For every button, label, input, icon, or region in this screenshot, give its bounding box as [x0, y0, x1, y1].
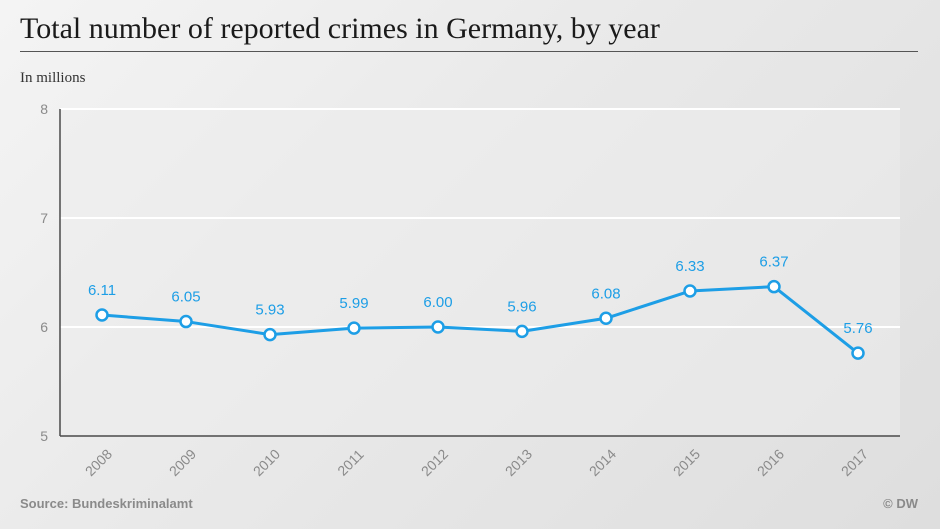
data-label: 5.99: [339, 295, 368, 312]
data-point-marker: [517, 326, 528, 337]
data-point-marker: [685, 286, 696, 297]
x-tick-label: 2012: [418, 446, 451, 479]
data-point-marker: [97, 310, 108, 321]
y-tick-label: 6: [40, 319, 48, 335]
data-label: 6.08: [591, 285, 620, 302]
data-label: 6.37: [759, 254, 788, 271]
y-tick-label: 7: [40, 210, 48, 226]
x-tick-label: 2008: [82, 446, 115, 479]
x-tick-label: 2016: [754, 446, 787, 479]
y-tick-label: 8: [40, 101, 48, 117]
data-point-marker: [769, 281, 780, 292]
x-tick-label: 2014: [586, 446, 619, 479]
plot-area: [60, 109, 900, 436]
data-point-marker: [265, 329, 276, 340]
x-tick-label: 2011: [334, 446, 367, 479]
x-tick-label: 2009: [166, 446, 199, 479]
data-point-marker: [853, 348, 864, 359]
data-label: 6.00: [423, 294, 452, 311]
data-point-marker: [433, 322, 444, 333]
x-tick-label: 2015: [670, 446, 703, 479]
data-label: 5.93: [255, 302, 284, 319]
data-label: 6.11: [88, 282, 116, 299]
x-tick-label: 2013: [502, 446, 535, 479]
data-label: 5.96: [507, 298, 536, 315]
data-point-marker: [181, 316, 192, 327]
data-label: 6.33: [675, 258, 704, 275]
y-tick-label: 5: [40, 428, 48, 444]
data-label: 6.05: [171, 289, 200, 306]
x-tick-label: 2010: [250, 446, 283, 479]
source-note: Source: Bundeskriminalamt: [20, 496, 193, 511]
data-point-marker: [601, 313, 612, 324]
x-tick-label: 2017: [838, 446, 871, 479]
data-point-marker: [349, 323, 360, 334]
credit-label: © DW: [883, 496, 918, 511]
data-label: 5.76: [843, 320, 872, 337]
